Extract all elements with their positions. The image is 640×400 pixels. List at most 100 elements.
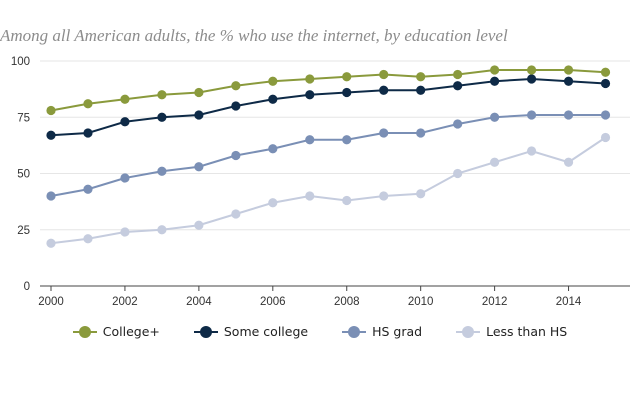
data-point-some-college xyxy=(453,81,463,91)
series-line-less-than-hs xyxy=(50,136,607,245)
data-point-some-college xyxy=(305,90,315,100)
legend-swatch-marker xyxy=(199,325,212,338)
legend: College+ Some college HS grad Less than HS xyxy=(0,324,640,339)
data-point-some-college xyxy=(379,85,389,95)
x-tick-label: 2002 xyxy=(112,296,138,308)
data-point-college xyxy=(416,72,426,82)
chart-title: Among all American adults, the % who use… xyxy=(0,26,508,45)
data-point-less-than-hs xyxy=(490,157,500,167)
data-point-hs-grad xyxy=(120,173,130,183)
data-point-college xyxy=(194,87,204,98)
data-point-less-than-hs xyxy=(563,157,574,167)
legend-label: College+ xyxy=(102,324,160,339)
data-point-college xyxy=(268,76,278,86)
data-point-college xyxy=(453,69,463,80)
series-line-some-college xyxy=(50,77,606,137)
y-axis-ticks: 0 25 50 75 100 xyxy=(11,56,30,293)
y-tick-label: 50 xyxy=(17,169,30,181)
data-point-hs-grad xyxy=(490,112,500,122)
legend-item-some-college: Some college xyxy=(193,324,309,339)
y-tick-label: 25 xyxy=(17,225,30,237)
y-tick-label: 100 xyxy=(11,56,30,68)
data-point-less-than-hs xyxy=(231,209,241,219)
data-point-less-than-hs xyxy=(120,227,130,237)
x-tick-label: 2010 xyxy=(408,296,434,308)
legend-item-college: College+ xyxy=(72,324,160,339)
data-point-some-college xyxy=(268,94,278,104)
legend-swatch xyxy=(72,325,97,339)
data-point-less-than-hs xyxy=(305,191,315,201)
data-point-some-college xyxy=(600,78,611,89)
data-point-hs-grad xyxy=(600,110,611,120)
data-point-less-than-hs xyxy=(268,198,278,208)
data-point-some-college xyxy=(526,74,537,84)
legend-item-hs-grad: HS grad xyxy=(342,324,422,339)
data-point-hs-grad xyxy=(563,110,574,120)
data-point-college xyxy=(342,72,352,82)
legend-swatch-marker xyxy=(348,325,361,338)
data-point-hs-grad xyxy=(379,128,389,138)
data-point-college xyxy=(231,81,241,91)
legend-item-less-than-hs: Less than HS xyxy=(456,324,567,339)
data-point-less-than-hs xyxy=(416,189,426,199)
data-point-less-than-hs xyxy=(342,195,352,206)
legend-swatch xyxy=(342,325,367,339)
data-point-hs-grad xyxy=(268,144,278,154)
data-point-hs-grad xyxy=(231,150,241,161)
data-point-less-than-hs xyxy=(379,191,389,201)
data-point-hs-grad xyxy=(157,166,167,176)
data-point-less-than-hs xyxy=(600,132,611,143)
data-point-some-college xyxy=(46,130,56,140)
data-point-less-than-hs xyxy=(46,238,56,248)
x-tick-label: 2004 xyxy=(186,296,212,308)
data-point-less-than-hs xyxy=(194,220,204,230)
legend-label: Less than HS xyxy=(486,324,568,339)
data-point-some-college xyxy=(120,117,130,127)
data-point-college xyxy=(305,74,315,84)
data-point-some-college xyxy=(231,101,241,111)
data-point-less-than-hs xyxy=(526,146,537,156)
x-tick-label: 2012 xyxy=(482,296,508,308)
data-point-some-college xyxy=(342,87,352,98)
data-point-less-than-hs xyxy=(453,168,463,179)
data-point-some-college xyxy=(83,128,93,138)
data-point-hs-grad xyxy=(453,119,463,129)
series-group xyxy=(46,65,611,248)
data-point-some-college xyxy=(157,112,167,122)
data-point-college xyxy=(600,67,611,77)
data-point-college xyxy=(83,99,93,109)
data-point-hs-grad xyxy=(526,110,537,120)
legend-swatch xyxy=(456,325,481,339)
data-point-college xyxy=(46,105,56,116)
data-point-college xyxy=(526,65,537,75)
x-axis: 2000 2002 2004 2006 2008 2010 2012 2014 xyxy=(38,285,630,308)
legend-label: HS grad xyxy=(372,324,423,339)
data-point-college xyxy=(563,65,574,75)
series-line-college xyxy=(50,69,606,112)
data-point-less-than-hs xyxy=(83,234,93,244)
data-point-hs-grad xyxy=(194,162,204,172)
series-line-hs-grad xyxy=(50,114,606,197)
data-point-hs-grad xyxy=(342,135,352,145)
x-tick-label: 2006 xyxy=(260,296,286,308)
data-point-college xyxy=(490,65,500,75)
data-point-college xyxy=(120,94,130,104)
x-tick-label: 2000 xyxy=(38,296,64,308)
x-tick-label: 2014 xyxy=(556,296,582,308)
legend-swatch-marker xyxy=(78,325,91,338)
data-point-hs-grad xyxy=(416,128,426,138)
data-point-less-than-hs xyxy=(157,225,167,235)
legend-swatch-marker xyxy=(462,325,475,338)
x-tick-label: 2008 xyxy=(334,296,360,308)
data-point-hs-grad xyxy=(305,135,315,145)
y-tick-label: 0 xyxy=(24,281,30,293)
data-point-some-college xyxy=(490,76,500,86)
data-point-some-college xyxy=(416,85,426,95)
legend-label: Some college xyxy=(223,324,309,339)
y-tick-label: 75 xyxy=(17,112,30,124)
data-point-some-college xyxy=(563,76,574,86)
data-point-some-college xyxy=(194,110,204,120)
legend-swatch xyxy=(193,325,218,339)
data-point-college xyxy=(157,90,167,100)
data-point-college xyxy=(379,69,389,80)
